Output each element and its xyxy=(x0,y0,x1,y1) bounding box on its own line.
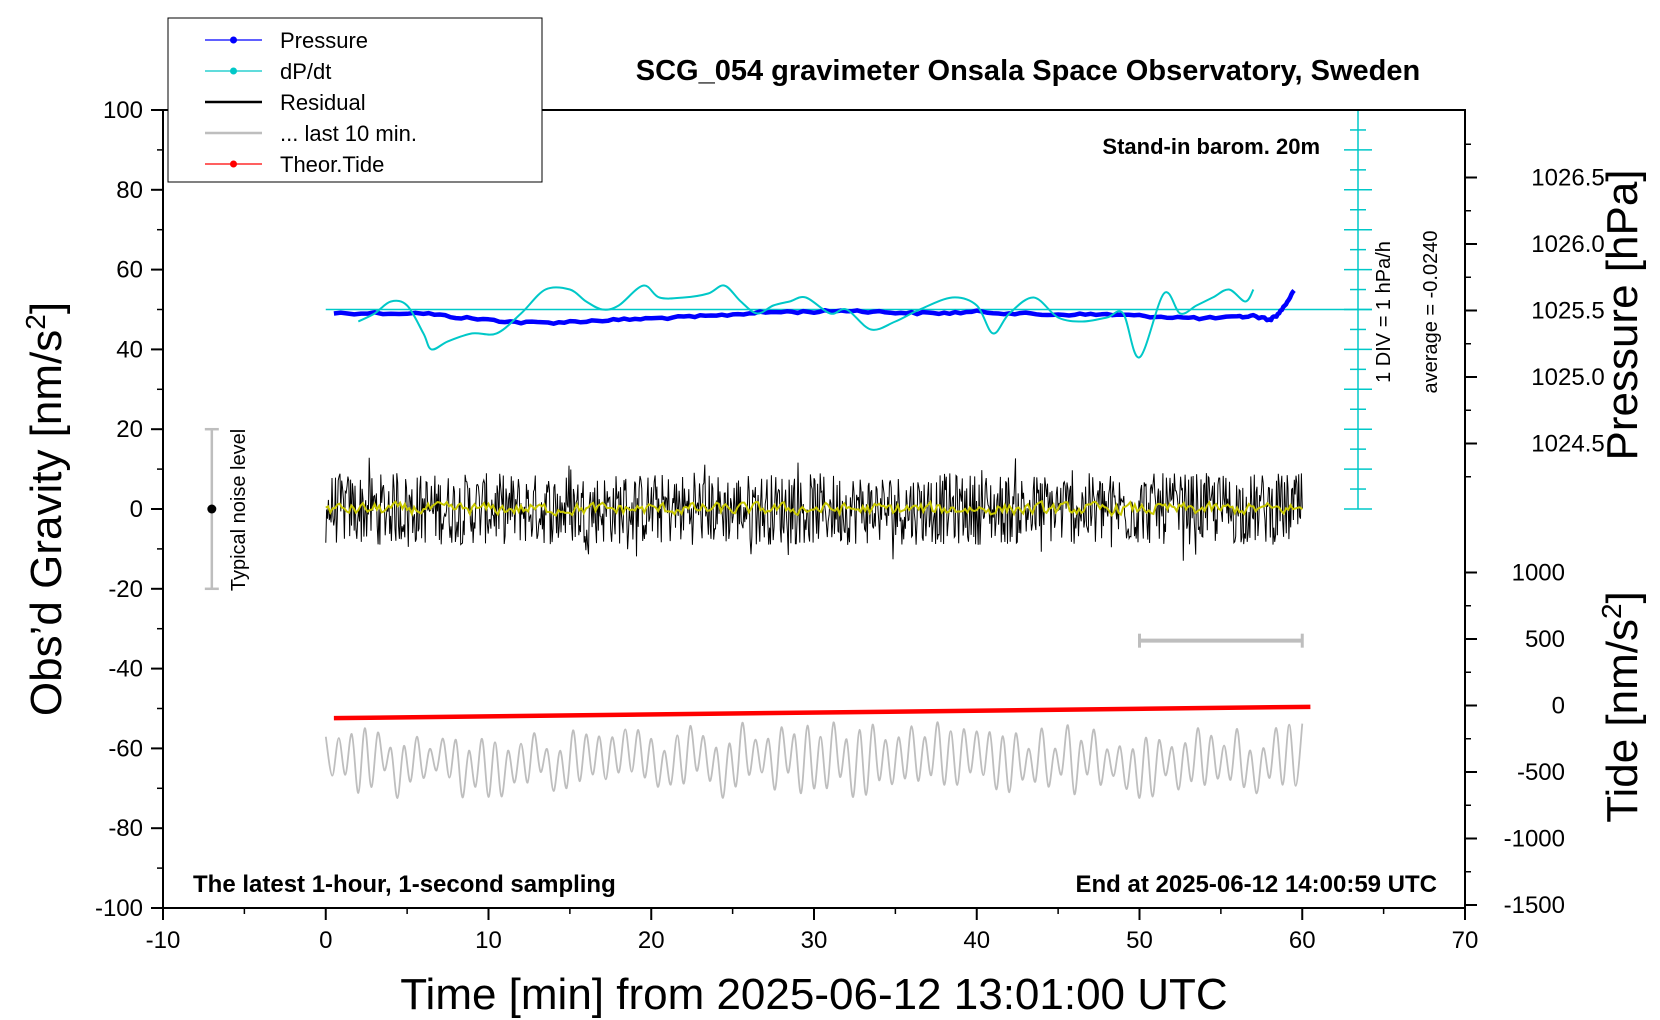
legend-label: Residual xyxy=(280,90,366,115)
pressure-axis-ticks: 1024.5 1025.0 1025.5 1026.0 1026.5 xyxy=(1465,143,1605,478)
y-left-tick-label: 0 xyxy=(130,496,143,523)
legend-label: dP/dt xyxy=(280,59,331,84)
pressure-tick-label: 1025.0 xyxy=(1531,364,1604,391)
legend: Pressure dP/dt Residual ... last 10 min. The… xyxy=(167,17,543,183)
y-left-tick-label: 20 xyxy=(116,416,143,443)
x-tick-label: 30 xyxy=(801,927,828,954)
last-10min-bar xyxy=(1138,633,1304,648)
y-left-tick-label: -60 xyxy=(108,735,143,762)
bottom-right-note: End at 2025-06-12 14:00:59 UTC xyxy=(1076,871,1438,898)
series-dpdt-line xyxy=(357,284,1255,359)
y-left-tick-label: -80 xyxy=(108,815,143,842)
series-theor-tide-line xyxy=(333,704,1311,721)
chart-title: SCG_054 gravimeter Onsala Space Observat… xyxy=(636,55,1420,87)
div-scale-axis xyxy=(1344,109,1372,510)
pressure-tick-label: 1026.5 xyxy=(1531,165,1604,192)
x-tick-label: 40 xyxy=(963,927,990,954)
x-tick-label: 10 xyxy=(475,927,502,954)
y-axis-left-title: Obs’d Gravity [nm/s2] xyxy=(20,302,71,716)
tide-tick-label: -1500 xyxy=(1504,892,1565,919)
legend-entry: Residual xyxy=(205,90,366,115)
y-axis-left-ticks: -100 -80 -60 -40 -20 0 20 40 60 80 100 xyxy=(95,97,163,922)
y-left-tick-label: 100 xyxy=(103,97,143,124)
x-tick-label: 20 xyxy=(638,927,665,954)
legend-label: Pressure xyxy=(280,28,368,53)
legend-entry: ... last 10 min. xyxy=(205,121,417,146)
legend-label: ... last 10 min. xyxy=(280,121,417,146)
div-scale-label: 1 DIV = 1 hPa/h xyxy=(1373,241,1395,383)
x-tick-label: -10 xyxy=(146,927,181,954)
legend-label: Theor.Tide xyxy=(280,152,384,177)
y-left-tick-label: -20 xyxy=(108,576,143,603)
y-left-tick-label: -40 xyxy=(108,656,143,683)
legend-entry: Theor.Tide xyxy=(205,152,384,177)
x-tick-label: 60 xyxy=(1289,927,1316,954)
average-label: average = -0.0240 xyxy=(1420,231,1442,394)
y-left-tick-label: 80 xyxy=(116,177,143,204)
x-tick-label: 50 xyxy=(1126,927,1153,954)
noise-level-label: Typical noise level xyxy=(228,429,250,591)
y-left-tick-label: 40 xyxy=(116,336,143,363)
x-axis-ticks: -10 0 10 20 30 40 50 60 70 xyxy=(146,908,1479,954)
bottom-left-note: The latest 1-hour, 1-second sampling xyxy=(193,871,616,898)
legend-swatch-dot xyxy=(230,160,237,168)
legend-swatch-dot xyxy=(230,36,237,44)
pressure-tick-label: 1025.5 xyxy=(1531,298,1604,325)
series-layer xyxy=(204,109,1372,800)
tide-tick-label: 1000 xyxy=(1512,560,1565,587)
tide-axis-ticks: -1500 -1000 -500 0 500 1000 xyxy=(1465,560,1565,919)
series-last-10min-line xyxy=(324,721,1304,800)
x-tick-label: 0 xyxy=(319,927,332,954)
series-pressure-line xyxy=(333,288,1296,326)
tide-tick-label: -500 xyxy=(1517,759,1565,786)
tide-axis-title: Tide [nm/s2] xyxy=(1596,591,1647,823)
y-left-tick-label: -100 xyxy=(95,895,143,922)
legend-box xyxy=(167,17,543,183)
x-axis-title: Time [min] from 2025-06-12 13:01:00 UTC xyxy=(400,970,1227,1019)
x-tick-label: 70 xyxy=(1452,927,1479,954)
legend-entry: dP/dt xyxy=(205,59,331,84)
stand-in-barometer-label: Stand-in barom. 20m xyxy=(1102,134,1320,159)
legend-swatch-dot xyxy=(230,67,237,75)
noise-level-bar xyxy=(204,427,219,591)
tide-tick-label: 0 xyxy=(1552,693,1565,720)
series-residual-smoothed-line xyxy=(325,499,1303,517)
pressure-tick-label: 1026.0 xyxy=(1531,231,1604,258)
pressure-tick-label: 1024.5 xyxy=(1531,431,1604,458)
pressure-axis-title: Pressure [hPa] xyxy=(1598,169,1647,460)
noise-level-dot xyxy=(207,504,217,514)
tide-tick-label: -1000 xyxy=(1504,826,1565,853)
legend-entry: Pressure xyxy=(205,28,368,53)
tide-tick-label: 500 xyxy=(1525,626,1565,653)
y-left-tick-label: 60 xyxy=(116,257,143,284)
